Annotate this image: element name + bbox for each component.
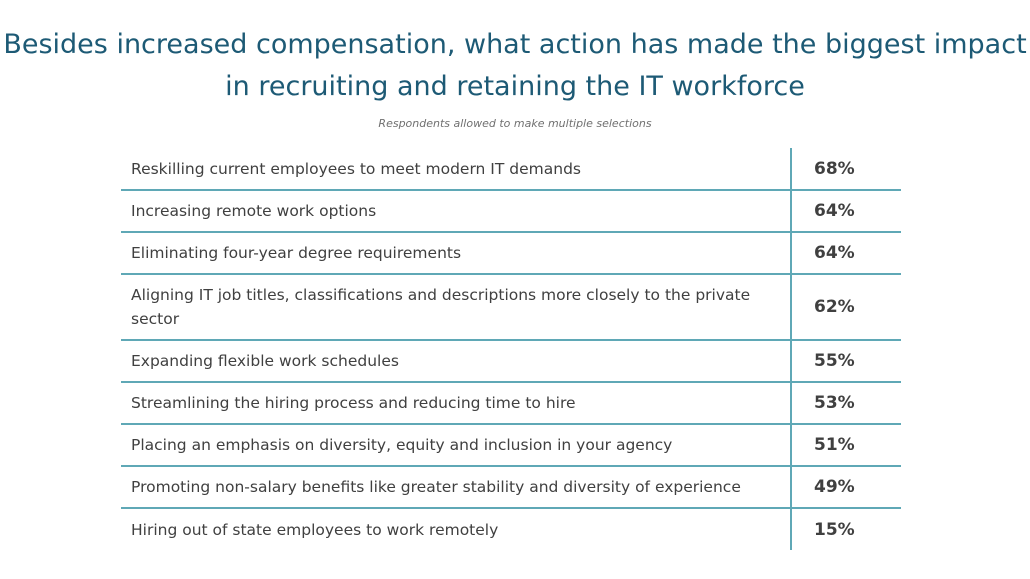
table-row: Streamlining the hiring process and redu… (121, 382, 901, 425)
row-label: Hiring out of state employees to work re… (131, 520, 499, 539)
row-value: 51% (790, 424, 901, 467)
table-row: Hiring out of state employees to work re… (121, 508, 901, 550)
row-label: Eliminating four-year degree requirement… (121, 232, 791, 275)
row-label: Aligning IT job titles, classifications … (121, 274, 791, 341)
row-value: 49% (790, 466, 901, 509)
table-row: Eliminating four-year degree requirement… (121, 232, 901, 275)
row-label: Streamlining the hiring process and redu… (121, 382, 791, 425)
row-value: 64% (790, 190, 901, 233)
row-value: 55% (790, 340, 901, 383)
row-label: Reskilling current employees to meet mod… (121, 148, 791, 191)
table-row: Increasing remote work options 64% (121, 190, 901, 233)
data-table: Reskilling current employees to meet mod… (121, 148, 901, 550)
row-value: 68% (790, 148, 901, 191)
table-row: Placing an emphasis on diversity, equity… (121, 424, 901, 467)
row-value: 15% (790, 508, 901, 550)
row-value: 53% (790, 382, 901, 425)
row-label: Promoting non-salary benefits like great… (121, 466, 791, 509)
row-value: 62% (790, 274, 901, 341)
table-row: Reskilling current employees to meet mod… (121, 148, 901, 191)
row-label: Expanding flexible work schedules (121, 340, 791, 383)
table-row: Expanding flexible work schedules 55% (121, 340, 901, 383)
row-label: Increasing remote work options (121, 190, 791, 233)
row-label: Placing an emphasis on diversity, equity… (121, 424, 791, 467)
chart-title: Besides increased compensation, what act… (3, 29, 1027, 102)
table-row: Aligning IT job titles, classifications … (121, 274, 901, 341)
row-value: 64% (790, 232, 901, 275)
data-table-body: Reskilling current employees to meet mod… (121, 148, 901, 550)
chart-subtitle: Respondents allowed to make multiple sel… (378, 117, 652, 130)
table-row: Promoting non-salary benefits like great… (121, 466, 901, 509)
